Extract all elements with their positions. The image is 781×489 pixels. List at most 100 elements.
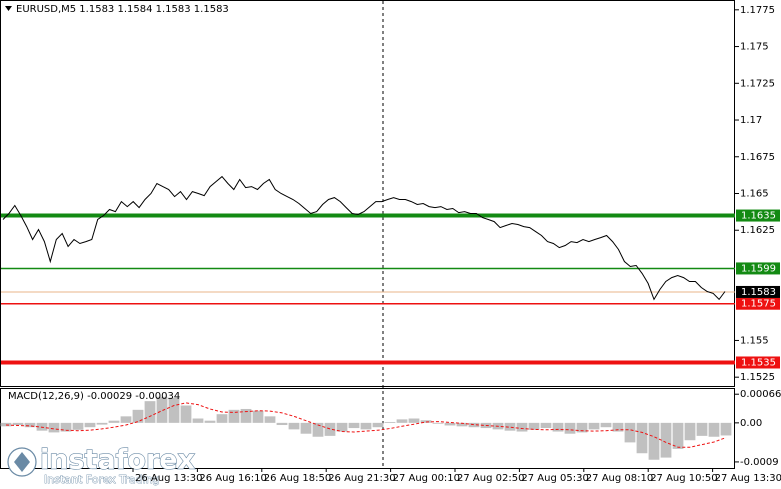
macd-bar	[504, 422, 516, 431]
level-label: 1.1575	[741, 299, 776, 310]
macd-bar	[672, 422, 684, 449]
y-tick-label: 1.17	[740, 115, 762, 126]
main-pane	[0, 0, 735, 387]
y-tick-label: 0.00066	[740, 389, 781, 400]
macd-bar	[444, 422, 456, 426]
macd-bar	[612, 422, 624, 432]
macd-bar	[384, 421, 396, 423]
macd-bar	[696, 422, 708, 436]
macd-bar	[48, 422, 60, 433]
macd-bar	[252, 410, 264, 423]
macd-bar	[300, 422, 312, 434]
macd-bar	[636, 422, 648, 454]
macd-bar	[456, 422, 468, 427]
macd-bar	[552, 422, 564, 432]
macd-bar	[216, 414, 228, 423]
macd-bar	[648, 422, 660, 460]
x-tick-label: 27 Aug 08:10	[586, 473, 653, 484]
x-tick-label: 27 Aug 02:50	[457, 473, 524, 484]
y-tick-label: 1.155	[740, 335, 769, 346]
macd-bar	[576, 422, 588, 433]
y-tick-label: 1.1625	[740, 225, 775, 236]
header: EURUSD,M5 1.1583 1.1584 1.1583 1.1583	[16, 4, 229, 15]
macd-bar	[516, 422, 528, 432]
y-tick-label: 1.165	[740, 189, 769, 200]
y-tick-label: 1.1675	[740, 152, 775, 163]
y-tick-label: 1.1775	[740, 5, 775, 16]
y-tick-label: 0.00	[740, 418, 762, 429]
x-tick-label: 27 Aug 13:30	[715, 473, 781, 484]
header-arrow	[5, 6, 12, 11]
macd-bar	[588, 422, 600, 430]
macd-bar	[132, 409, 144, 423]
macd-bar	[120, 416, 132, 423]
macd-bar	[264, 416, 276, 423]
macd-bar	[600, 422, 612, 428]
current-price-label: 1.1583	[741, 287, 776, 298]
macd-bar	[144, 401, 156, 423]
macd-bar	[276, 422, 288, 426]
macd-bar	[84, 422, 96, 428]
macd-bar	[240, 408, 252, 423]
macd-bar	[372, 422, 384, 428]
macd-bar	[624, 422, 636, 443]
macd-bar	[180, 405, 192, 423]
level-label-box	[736, 209, 780, 222]
macd-bar	[660, 422, 672, 458]
logo-name: instaforex	[40, 445, 195, 476]
macd-bar	[396, 419, 408, 423]
y-tick-label: -0.0009	[740, 457, 779, 468]
macd-bar	[336, 422, 348, 432]
macd-bar	[564, 422, 576, 434]
macd-bar	[528, 422, 540, 430]
macd-bar	[432, 422, 444, 424]
macd-bar	[408, 418, 420, 423]
x-tick-label: 26 Aug 18:50	[264, 473, 331, 484]
macd-bar	[96, 422, 108, 425]
macd-bar	[228, 409, 240, 423]
macd-layer: 0.00066 0.00 -0.0009	[0, 389, 781, 468]
level-label-box	[736, 356, 780, 369]
macd-bar	[12, 422, 24, 426]
y-tick-label: 1.1525	[740, 372, 775, 383]
level-label: 1.1599	[741, 263, 776, 274]
macd-bar	[204, 420, 216, 423]
level-label-box	[736, 297, 780, 310]
x-tick-label: 27 Aug 05:30	[521, 473, 588, 484]
macd-bar	[60, 422, 72, 432]
macd-title: MACD(12,26,9) -0.00029 -0.00034	[8, 391, 180, 402]
macd-bar	[24, 422, 36, 428]
price-line	[2, 175, 726, 301]
macd-bar	[540, 422, 552, 429]
logo: instaforex Instant Forex Trading	[7, 444, 196, 486]
macd-bar	[192, 418, 204, 423]
macd-bar	[324, 422, 336, 436]
macd-bar	[72, 422, 84, 430]
macd-bar	[684, 422, 696, 441]
macd-bar	[348, 422, 360, 429]
macd-bar	[156, 396, 168, 423]
macd-bar	[708, 422, 720, 437]
macd-bar	[720, 422, 732, 436]
x-tick-label: 27 Aug 00:10	[393, 473, 460, 484]
logo-icon-mark	[14, 452, 30, 472]
macd-bar	[360, 422, 372, 430]
macd-bar	[0, 422, 12, 427]
macd-bar	[168, 397, 180, 423]
macd-bar	[108, 420, 120, 423]
x-tick-label: 26 Aug 21:30	[328, 473, 395, 484]
macd-bar	[288, 422, 300, 430]
current-price-box	[736, 285, 780, 298]
level-label-box	[736, 262, 780, 275]
logo-tagline: Instant Forex Trading	[44, 473, 160, 486]
x-tick-label: 26 Aug 16:10	[199, 473, 266, 484]
macd-bar	[468, 422, 480, 428]
y-tick-label: 1.175	[740, 42, 769, 53]
level-label: 1.1635	[741, 211, 776, 222]
macd-bar	[312, 422, 324, 437]
main-layer: 1.1775 1.175 1.1725 1.17 1.1675 1.165 1.1625 1.…	[1, 5, 780, 383]
x-tick-label: 27 Aug 10:50	[650, 473, 717, 484]
signal-line	[5, 402, 727, 448]
level-label: 1.1535	[741, 357, 776, 368]
